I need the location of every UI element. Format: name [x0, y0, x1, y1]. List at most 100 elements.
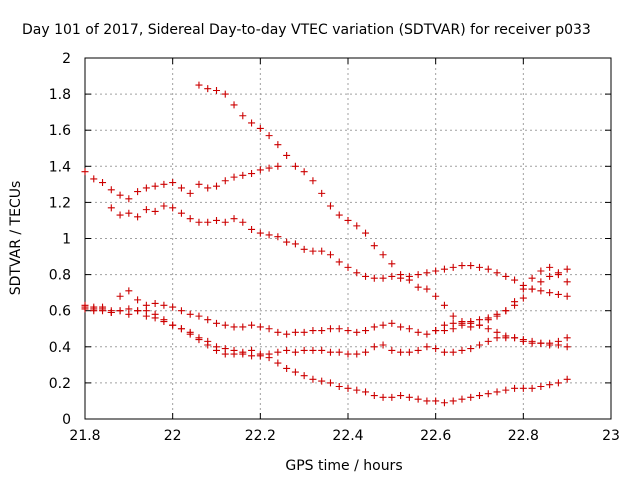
data-point	[274, 233, 282, 241]
data-point	[213, 319, 220, 327]
data-point	[248, 346, 256, 354]
data-point	[221, 177, 229, 185]
data-point	[563, 265, 571, 273]
data-point	[239, 348, 247, 356]
data-point	[519, 281, 527, 289]
data-point	[519, 337, 527, 345]
data-point	[379, 393, 387, 401]
data-point	[344, 263, 352, 271]
data-point	[221, 321, 229, 329]
data-point	[107, 309, 115, 317]
data-point	[546, 339, 554, 347]
y-tick-label: 1.8	[49, 87, 71, 103]
data-point	[265, 164, 273, 172]
data-point	[195, 81, 203, 89]
data-point	[230, 346, 238, 354]
data-point	[221, 345, 229, 353]
data-point	[81, 168, 89, 176]
data-point	[458, 262, 466, 270]
data-point	[230, 215, 238, 223]
y-tick-label: 0.2	[49, 376, 71, 392]
data-point	[239, 323, 247, 331]
data-point	[397, 348, 405, 356]
data-point	[414, 328, 422, 336]
chart-title: Day 101 of 2017, Sidereal Day-to-day VTE…	[22, 22, 591, 38]
data-point	[195, 334, 203, 342]
data-point	[554, 269, 562, 277]
data-point	[563, 278, 571, 286]
data-point	[177, 209, 185, 217]
data-point	[169, 303, 177, 311]
data-point	[213, 216, 220, 224]
data-point	[353, 269, 361, 277]
x-tick-label: 22.4	[332, 428, 363, 444]
data-point	[414, 395, 422, 403]
data-point	[511, 384, 519, 392]
data-point	[300, 245, 308, 253]
data-point	[134, 213, 142, 221]
data-point	[432, 345, 440, 353]
data-point	[256, 124, 264, 132]
data-point	[379, 321, 387, 329]
data-point	[563, 334, 571, 342]
data-point	[309, 327, 317, 335]
data-point	[528, 339, 536, 347]
data-point	[362, 388, 370, 396]
y-tick-label: 1.2	[49, 195, 71, 211]
data-point	[537, 339, 545, 347]
data-point	[134, 296, 142, 304]
data-point	[484, 390, 492, 398]
data-point	[300, 328, 308, 336]
data-point	[537, 267, 545, 275]
axis-ticks: 21.8 22 22.2 22.4 22.6 22.8 2300.20.40.60.811.…	[49, 51, 620, 444]
data-point	[116, 191, 124, 199]
data-point	[344, 350, 352, 358]
data-point	[239, 171, 247, 179]
data-point	[204, 218, 212, 226]
data-point	[370, 274, 378, 282]
y-tick-label: 0.4	[49, 340, 71, 356]
data-point	[414, 271, 422, 279]
data-point	[151, 310, 159, 318]
data-point	[353, 222, 361, 230]
data-point	[81, 303, 89, 311]
data-point	[125, 287, 133, 295]
data-point	[458, 321, 466, 329]
data-point	[125, 305, 133, 313]
y-tick-label: 0	[62, 412, 71, 428]
data-point	[213, 86, 220, 94]
data-point	[519, 384, 527, 392]
data-point	[440, 265, 448, 273]
data-point	[423, 269, 431, 277]
data-point	[528, 285, 536, 293]
data-point	[511, 276, 519, 284]
data-point	[554, 337, 562, 345]
data-point	[107, 204, 115, 212]
y-tick-label: 1.4	[49, 159, 71, 175]
data-point	[476, 341, 483, 349]
data-point	[195, 180, 203, 188]
data-point	[546, 381, 554, 389]
data-point	[230, 101, 238, 109]
data-point	[537, 383, 545, 391]
data-point	[440, 301, 448, 309]
data-point	[274, 162, 282, 170]
data-point	[151, 299, 159, 307]
data-point	[379, 341, 387, 349]
data-point	[169, 204, 177, 212]
y-tick-label: 1.6	[49, 123, 71, 139]
series-track-f	[81, 303, 571, 407]
data-point	[326, 325, 334, 333]
data-point	[335, 383, 343, 391]
data-point	[528, 384, 536, 392]
data-point	[309, 247, 317, 255]
data-point	[107, 186, 115, 194]
y-tick-label: 2	[62, 51, 71, 67]
data-point	[458, 346, 466, 354]
data-point	[362, 348, 370, 356]
data-point	[151, 182, 159, 190]
data-point	[370, 343, 378, 351]
data-point	[291, 368, 299, 376]
data-point	[362, 229, 370, 237]
